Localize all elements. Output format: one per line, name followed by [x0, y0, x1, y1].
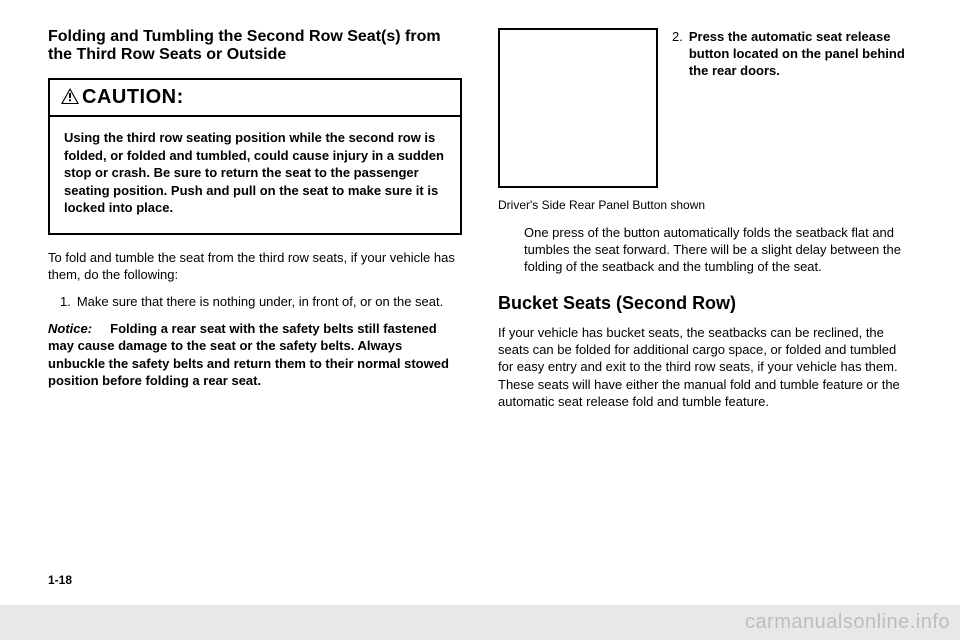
section-heading: Folding and Tumbling the Second Row Seat…: [48, 28, 462, 64]
step-1: 1. Make sure that there is nothing under…: [60, 293, 462, 310]
figure-caption: Driver's Side Rear Panel Button shown: [498, 198, 912, 214]
step-2: 2. Press the automatic seat release butt…: [672, 28, 912, 79]
caution-box: CAUTION: Using the third row seating pos…: [48, 78, 462, 235]
warning-triangle-icon: [60, 87, 80, 108]
figure-row: 2. Press the automatic seat release butt…: [498, 28, 912, 188]
notice-text: Folding a rear seat with the safety belt…: [48, 321, 449, 387]
manual-page: Folding and Tumbling the Second Row Seat…: [0, 0, 960, 605]
step-text: Press the automatic seat release button …: [689, 28, 912, 79]
caution-header: CAUTION:: [50, 80, 460, 117]
two-column-layout: Folding and Tumbling the Second Row Seat…: [48, 28, 912, 573]
caution-body-text: Using the third row seating position whi…: [50, 117, 460, 233]
figure-side-text: 2. Press the automatic seat release butt…: [672, 28, 912, 188]
notice-label: Notice:: [48, 321, 92, 336]
page-number: 1-18: [48, 573, 912, 587]
step-number: 1.: [60, 293, 71, 310]
figure-placeholder: [498, 28, 658, 188]
step-2-detail: One press of the button automatically fo…: [524, 224, 912, 275]
notice-paragraph: Notice: Folding a rear seat with the saf…: [48, 320, 462, 389]
intro-paragraph: To fold and tumble the seat from the thi…: [48, 249, 462, 283]
subsection-body: If your vehicle has bucket seats, the se…: [498, 324, 912, 410]
step-number: 2.: [672, 28, 683, 79]
caution-label: CAUTION:: [82, 86, 184, 109]
left-column: Folding and Tumbling the Second Row Seat…: [48, 28, 462, 573]
right-column: 2. Press the automatic seat release butt…: [498, 28, 912, 573]
subsection-heading: Bucket Seats (Second Row): [498, 293, 912, 314]
watermark-text: carmanualsonline.info: [745, 611, 950, 634]
step-text: Make sure that there is nothing under, i…: [77, 293, 462, 310]
